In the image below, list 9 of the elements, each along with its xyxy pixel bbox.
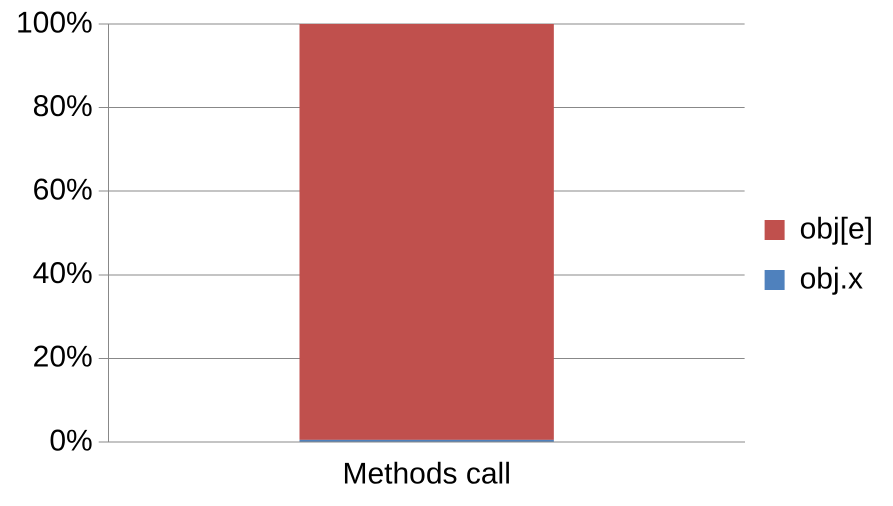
y-tick-label: 0% — [49, 424, 93, 458]
x-tick-label: Methods call — [342, 457, 511, 490]
y-tick-label: 80% — [32, 90, 93, 123]
y-tick-label: 40% — [32, 257, 93, 290]
legend-label: obj.x — [800, 262, 863, 296]
y-tick-label: 100% — [16, 6, 93, 40]
legend-label: obj[e] — [800, 212, 873, 246]
y-tick-label: 60% — [32, 173, 93, 206]
y-tick-label: 20% — [32, 340, 93, 374]
